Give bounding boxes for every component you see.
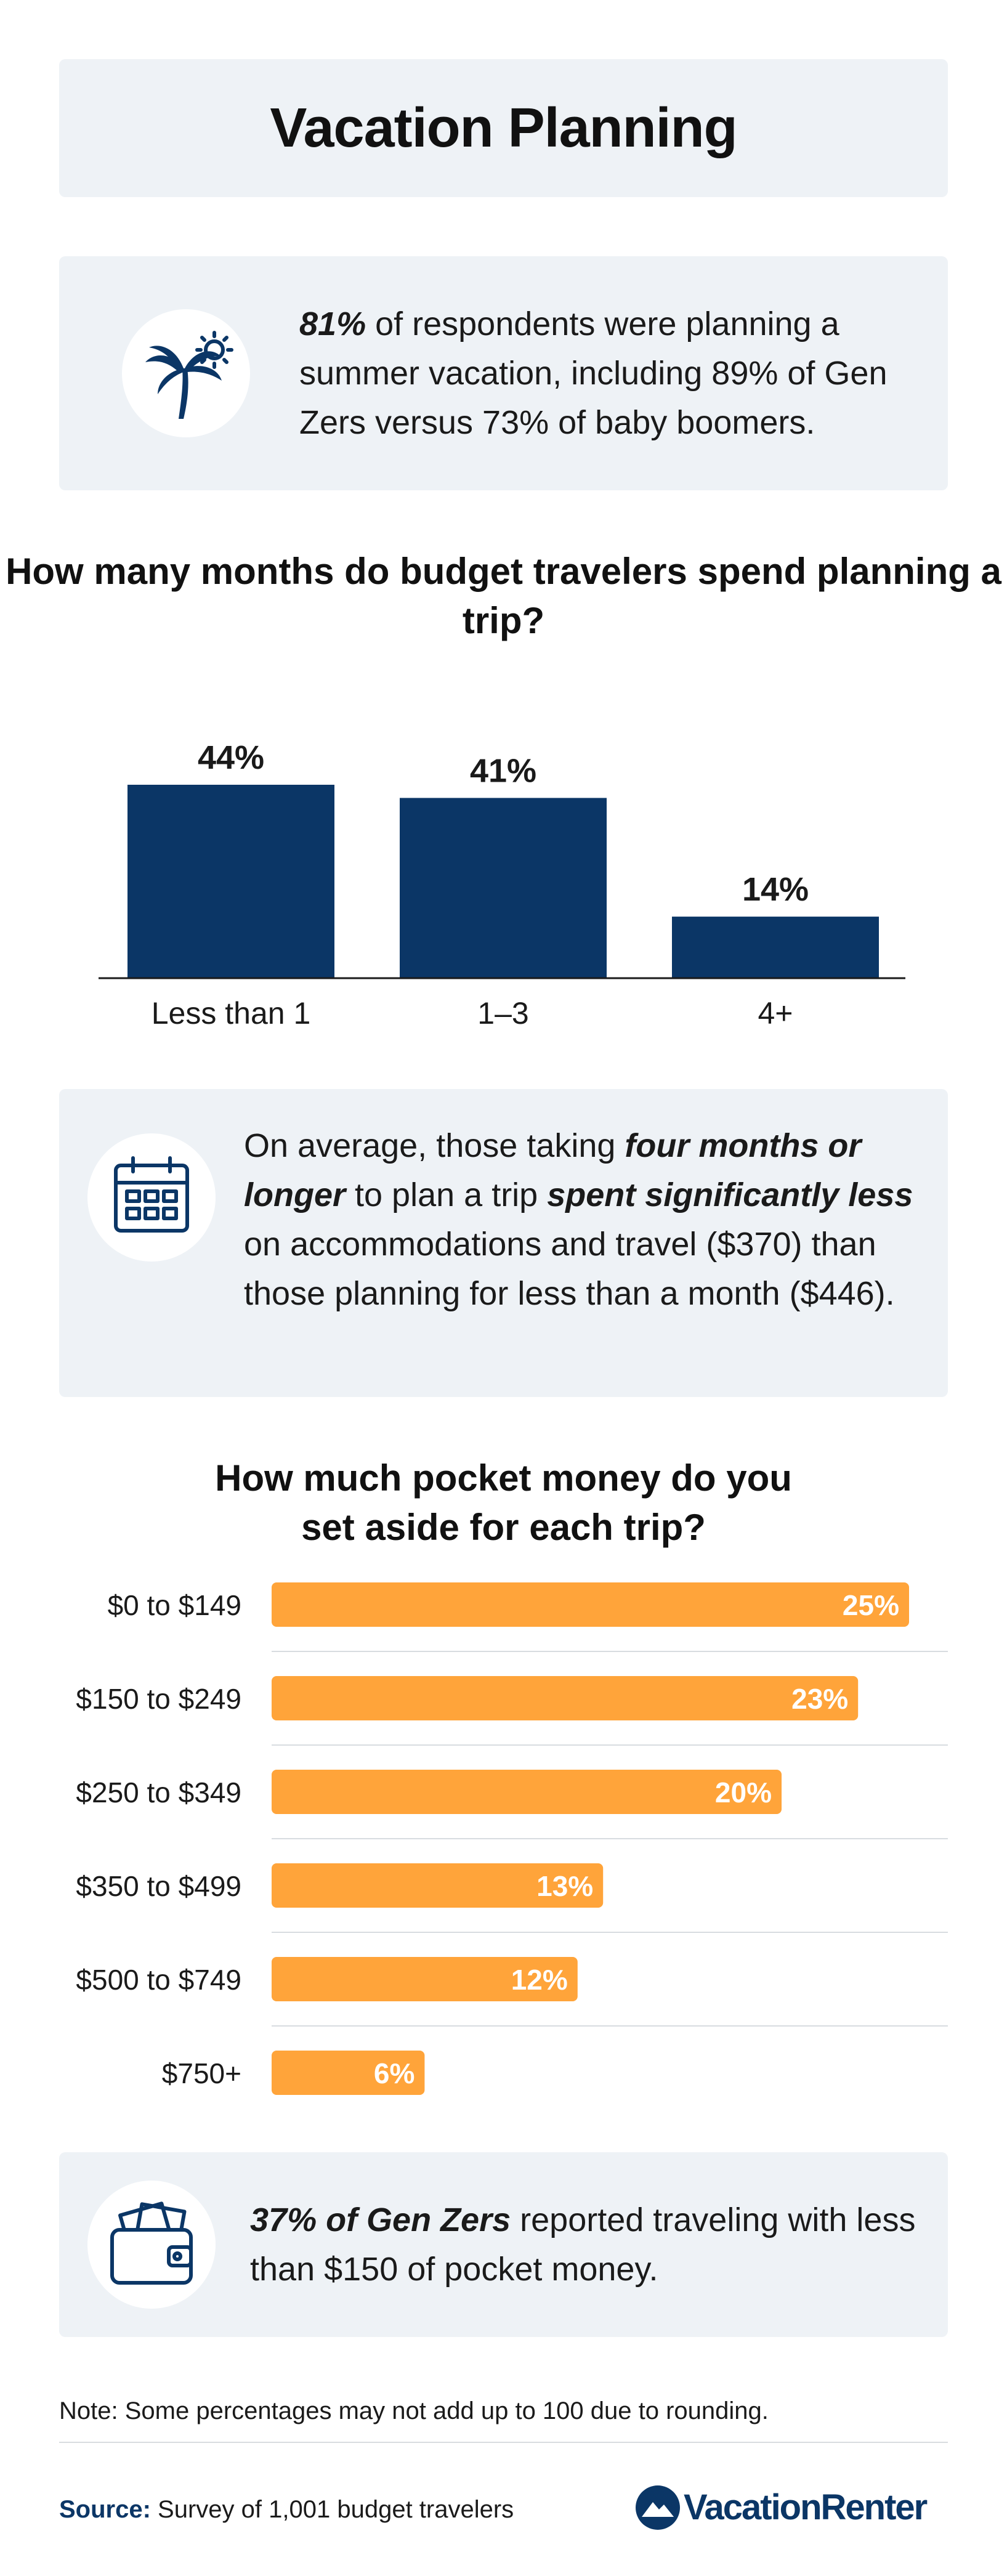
logo-text: VacationRenter	[684, 2487, 928, 2527]
planning-months-bar-chart: 44% Less than 1 41% 1–3 14% 4+	[99, 739, 905, 1029]
stat2-highlight-four-months: four months or longer	[244, 1127, 862, 1213]
chart-title-pocket-money-text: How much pocket money do you set aside f…	[215, 1457, 792, 1548]
stat-callout-planning-spend: On average, those taking four months or …	[59, 1089, 948, 1397]
hbar-category-label-5: $750+	[162, 2057, 241, 2089]
logo-mountain-icon	[636, 2485, 680, 2530]
hbar-value-label-4: 12%	[511, 1964, 568, 1996]
bar-0	[127, 785, 334, 978]
stat-callout-gen-z-pocket-money: 37% of Gen Zers reported traveling with …	[59, 2152, 948, 2337]
hbar-0	[272, 1582, 909, 1627]
bar-2	[672, 917, 879, 978]
title-banner: Vacation Planning	[59, 59, 948, 197]
pocket-money-bar-chart: 25% $0 to $149 23% $150 to $249 20% $250 to $…	[76, 1582, 948, 2095]
stat-body-gen-z: reported traveling with less than $150 o…	[250, 2201, 916, 2288]
hbar-value-label-2: 20%	[715, 1776, 772, 1808]
stat-body-summer: of respondents were planning a summer va…	[299, 306, 888, 441]
bar-value-label-1: 41%	[470, 752, 536, 789]
source-text: Survey of 1,001 budget travelers	[150, 2496, 514, 2523]
bar-category-label-2: 4+	[758, 996, 793, 1029]
chart-title-pocket-money: How much pocket money do you set aside f…	[0, 1454, 1007, 1552]
hbar-category-label-2: $250 to $349	[76, 1776, 241, 1808]
hbar-value-label-5: 6%	[374, 2057, 415, 2089]
bar-category-label-1: 1–3	[477, 996, 528, 1029]
stat-text-summer: 81% of respondents were planning a summe…	[299, 299, 915, 447]
hbar-2	[272, 1770, 782, 1814]
stat2-text-c: on accommodations and travel ($370) than…	[244, 1226, 895, 1312]
palm-tree-sun-icon	[122, 309, 250, 437]
hbar-1	[272, 1676, 859, 1720]
page-title: Vacation Planning	[270, 97, 737, 159]
bar-1	[400, 798, 607, 978]
bar-category-label-0: Less than 1	[152, 996, 311, 1029]
stat2-text-b: to plan a trip	[346, 1177, 548, 1213]
hbar-category-label-0: $0 to $149	[108, 1589, 241, 1621]
hbar-category-label-3: $350 to $499	[76, 1870, 241, 1902]
stat2-highlight-spent-less: spent significantly less	[547, 1177, 913, 1213]
hbar-value-label-1: 23%	[791, 1683, 848, 1715]
source-line: Source: Survey of 1,001 budget travelers	[59, 2496, 514, 2524]
bar-value-label-0: 44%	[198, 739, 264, 776]
hbar-category-label-4: $500 to $749	[76, 1964, 241, 1996]
vacationrenter-logo[interactable]: VacationRenter	[633, 2480, 953, 2535]
stat-text-gen-z: 37% of Gen Zers reported traveling with …	[250, 2195, 928, 2294]
hbar-3	[272, 1863, 604, 1908]
stat-callout-summer: 81% of respondents were planning a summe…	[59, 256, 948, 490]
source-label: Source:	[59, 2496, 151, 2523]
hbar-category-label-1: $150 to $249	[76, 1683, 241, 1715]
chart-title-planning-months: How many months do budget travelers spen…	[6, 551, 1001, 641]
wallet-cash-icon	[87, 2181, 216, 2309]
hbar-5	[272, 2051, 425, 2095]
stat-text-planning-spend: On average, those taking four months or …	[244, 1121, 921, 1318]
footer-divider	[59, 2442, 948, 2443]
hbar-4	[272, 1957, 578, 2001]
rounding-note: Note: Some percentages may not add up to…	[59, 2397, 769, 2424]
bar-value-label-2: 14%	[742, 871, 809, 908]
calendar-icon	[87, 1133, 216, 1262]
stat-highlight-81: 81%	[299, 306, 366, 342]
hbar-value-label-3: 13%	[536, 1870, 593, 1902]
stat2-text-a: On average, those taking	[244, 1127, 625, 1164]
hbar-value-label-0: 25%	[843, 1589, 899, 1621]
stat-highlight-37-gen-z: 37% of Gen Zers	[250, 2201, 511, 2238]
